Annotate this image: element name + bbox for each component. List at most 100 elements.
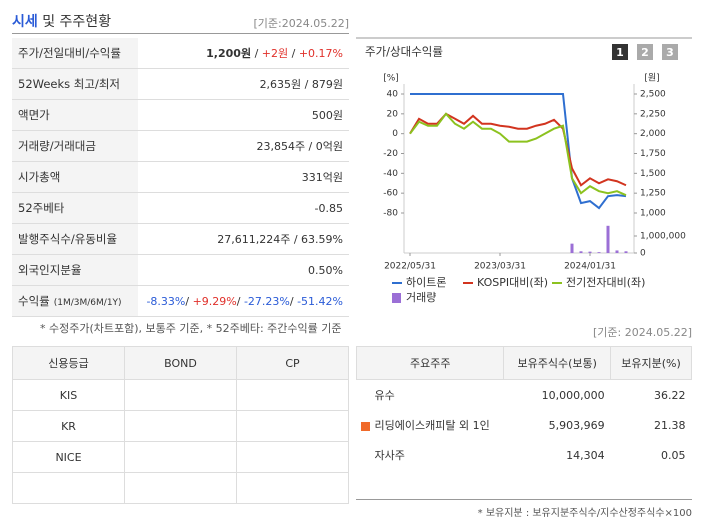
cell xyxy=(124,410,237,442)
volume-bar xyxy=(570,243,574,253)
value: 0.50% xyxy=(308,263,343,277)
volume-bar xyxy=(624,251,628,253)
row: 수익률 (1M/3M/6M/1Y) -8.33%/ +9.29%/ -27.23%/… xyxy=(12,285,349,317)
header: 보유지분(%) xyxy=(610,346,692,380)
legend-label: KOSPI대비(좌) xyxy=(477,276,548,289)
button[interactable] xyxy=(637,44,653,60)
row: KIS xyxy=(12,379,349,411)
row: KR xyxy=(12,410,349,442)
header: 보유주식수(보통) xyxy=(503,346,612,380)
value: / xyxy=(236,294,244,308)
label-cell: 외국인지분율 xyxy=(12,254,138,286)
legend-label: 거래량 xyxy=(406,291,436,304)
row: 발행주식수/유동비율 27,611,224주 / 63.59% xyxy=(12,223,349,255)
value: +9.29% xyxy=(192,294,237,308)
text: 리딩에이스캐피탈 외 1인 xyxy=(374,419,490,432)
row: 리딩에이스캐피탈 외 1인 5,903,969 21.38 xyxy=(357,410,692,440)
button-label: 2 xyxy=(641,46,649,59)
label: 주가/전일대비/수익률 xyxy=(18,46,121,60)
text: 자사주 xyxy=(374,449,405,462)
row: 주가/전일대비/수익률 1,200원 / +2원 / +0.17% xyxy=(12,38,349,69)
cell xyxy=(236,379,349,411)
title-rest: 및 주주현황 xyxy=(42,14,112,30)
header: 신용등급 xyxy=(12,346,125,380)
label: 발행주식수/유동비율 xyxy=(18,232,118,246)
y-tick-label: -20 xyxy=(383,149,398,159)
value-cell: 331억원 xyxy=(138,161,349,193)
label-cell: 거래량/거래대금 xyxy=(12,130,138,162)
header-row: 신용등급 BOND CP xyxy=(12,346,349,380)
value: 27,611,224주 / 63.59% xyxy=(217,233,343,246)
y-tick-label: 40 xyxy=(387,90,399,100)
chart-title: 주가/상대수익률 xyxy=(365,45,443,59)
value: -27.23% xyxy=(243,294,290,308)
value: -0.85 xyxy=(314,201,343,215)
value: / xyxy=(251,47,262,60)
volume-bar xyxy=(588,251,592,253)
label: 액면가 xyxy=(18,108,50,122)
value: 331억원 xyxy=(301,171,343,184)
button[interactable] xyxy=(662,44,678,60)
row: 시가총액 331억원 xyxy=(12,161,349,193)
series-line xyxy=(409,112,627,197)
cell: 유수 xyxy=(357,380,504,411)
cell: 5,903,969 xyxy=(504,410,611,440)
value: / xyxy=(185,294,193,308)
date: [기준:2024.05.22] xyxy=(253,17,349,30)
cell xyxy=(236,472,349,504)
cell xyxy=(124,441,237,473)
value: 1,200원 xyxy=(206,47,252,60)
label-cell: 52Weeks 최고/최저 xyxy=(12,68,138,100)
row: 유수 10,000,000 36.22 xyxy=(357,380,692,411)
y2-tick-label: 2,000 xyxy=(640,129,666,139)
agency: KR xyxy=(12,410,125,442)
button[interactable] xyxy=(612,44,628,60)
label-sub: (1M/3M/6M/1Y) xyxy=(53,298,122,308)
volume-bar xyxy=(615,250,619,253)
header: BOND xyxy=(124,346,237,380)
divider xyxy=(356,499,692,500)
holders-table: 주요주주 보유주식수(보통) 보유지분(%) 유수 10,000,000 36.22 리딩에… xyxy=(355,346,692,470)
label: 거래량/거래대금 xyxy=(18,139,96,153)
header: CP xyxy=(236,346,349,380)
y2-unit: [원] xyxy=(644,73,659,84)
y-unit: [%] xyxy=(383,74,399,84)
volume-bar xyxy=(579,251,583,253)
text: 5,903,969 xyxy=(548,418,605,432)
icon xyxy=(360,421,370,431)
text: 14,304 xyxy=(566,448,605,462)
label-cell: 52주베타 xyxy=(12,192,138,224)
text: 36.22 xyxy=(654,388,686,402)
y-tick-label: -60 xyxy=(383,189,398,199)
value-cell: 1,200원 / +2원 / +0.17% xyxy=(138,38,349,69)
divider xyxy=(12,33,349,34)
cell xyxy=(124,379,237,411)
cell: 0.05 xyxy=(611,440,692,470)
y2-tick-label: 1,000 xyxy=(640,209,666,219)
row: NICE xyxy=(12,441,349,473)
volume-bar xyxy=(606,225,610,253)
cell: 리딩에이스캐피탈 외 1인 xyxy=(357,410,504,440)
value: 500원 xyxy=(311,109,343,122)
series-line xyxy=(409,112,627,187)
row: 52Weeks 최고/최저 2,635원 / 879원 xyxy=(12,68,349,100)
x-tick-label: 2023/03/31 xyxy=(474,262,526,272)
price-table: 주가/전일대비/수익률 1,200원 / +2원 / +0.17% 52Weeks … xyxy=(12,38,349,317)
cell: 14,304 xyxy=(504,440,611,470)
value-cell: -8.33%/ +9.29%/ -27.23%/ -51.42% xyxy=(138,285,349,317)
text: 10,000,000 xyxy=(541,388,605,402)
y2-tick-label: 1,500 xyxy=(640,169,666,179)
cell xyxy=(124,472,237,504)
holders-date: [기준: 2024.05.22] xyxy=(592,326,692,339)
value-cell: -0.85 xyxy=(138,192,349,224)
title: 시세 및 주주현황 xyxy=(12,11,111,31)
text: 유수 xyxy=(374,389,395,402)
credit-table: 신용등급 BOND CP KIS KR NICE xyxy=(12,346,349,504)
value-cell: 0.50% xyxy=(138,254,349,286)
volume-tick-label: 0 xyxy=(640,249,646,259)
value: -51.42% xyxy=(297,294,343,308)
y-tick-label: -80 xyxy=(383,209,398,219)
value: 23,854주 / 0억원 xyxy=(256,140,343,153)
button-label: 3 xyxy=(666,46,674,59)
header: 주요주주 xyxy=(355,346,505,380)
